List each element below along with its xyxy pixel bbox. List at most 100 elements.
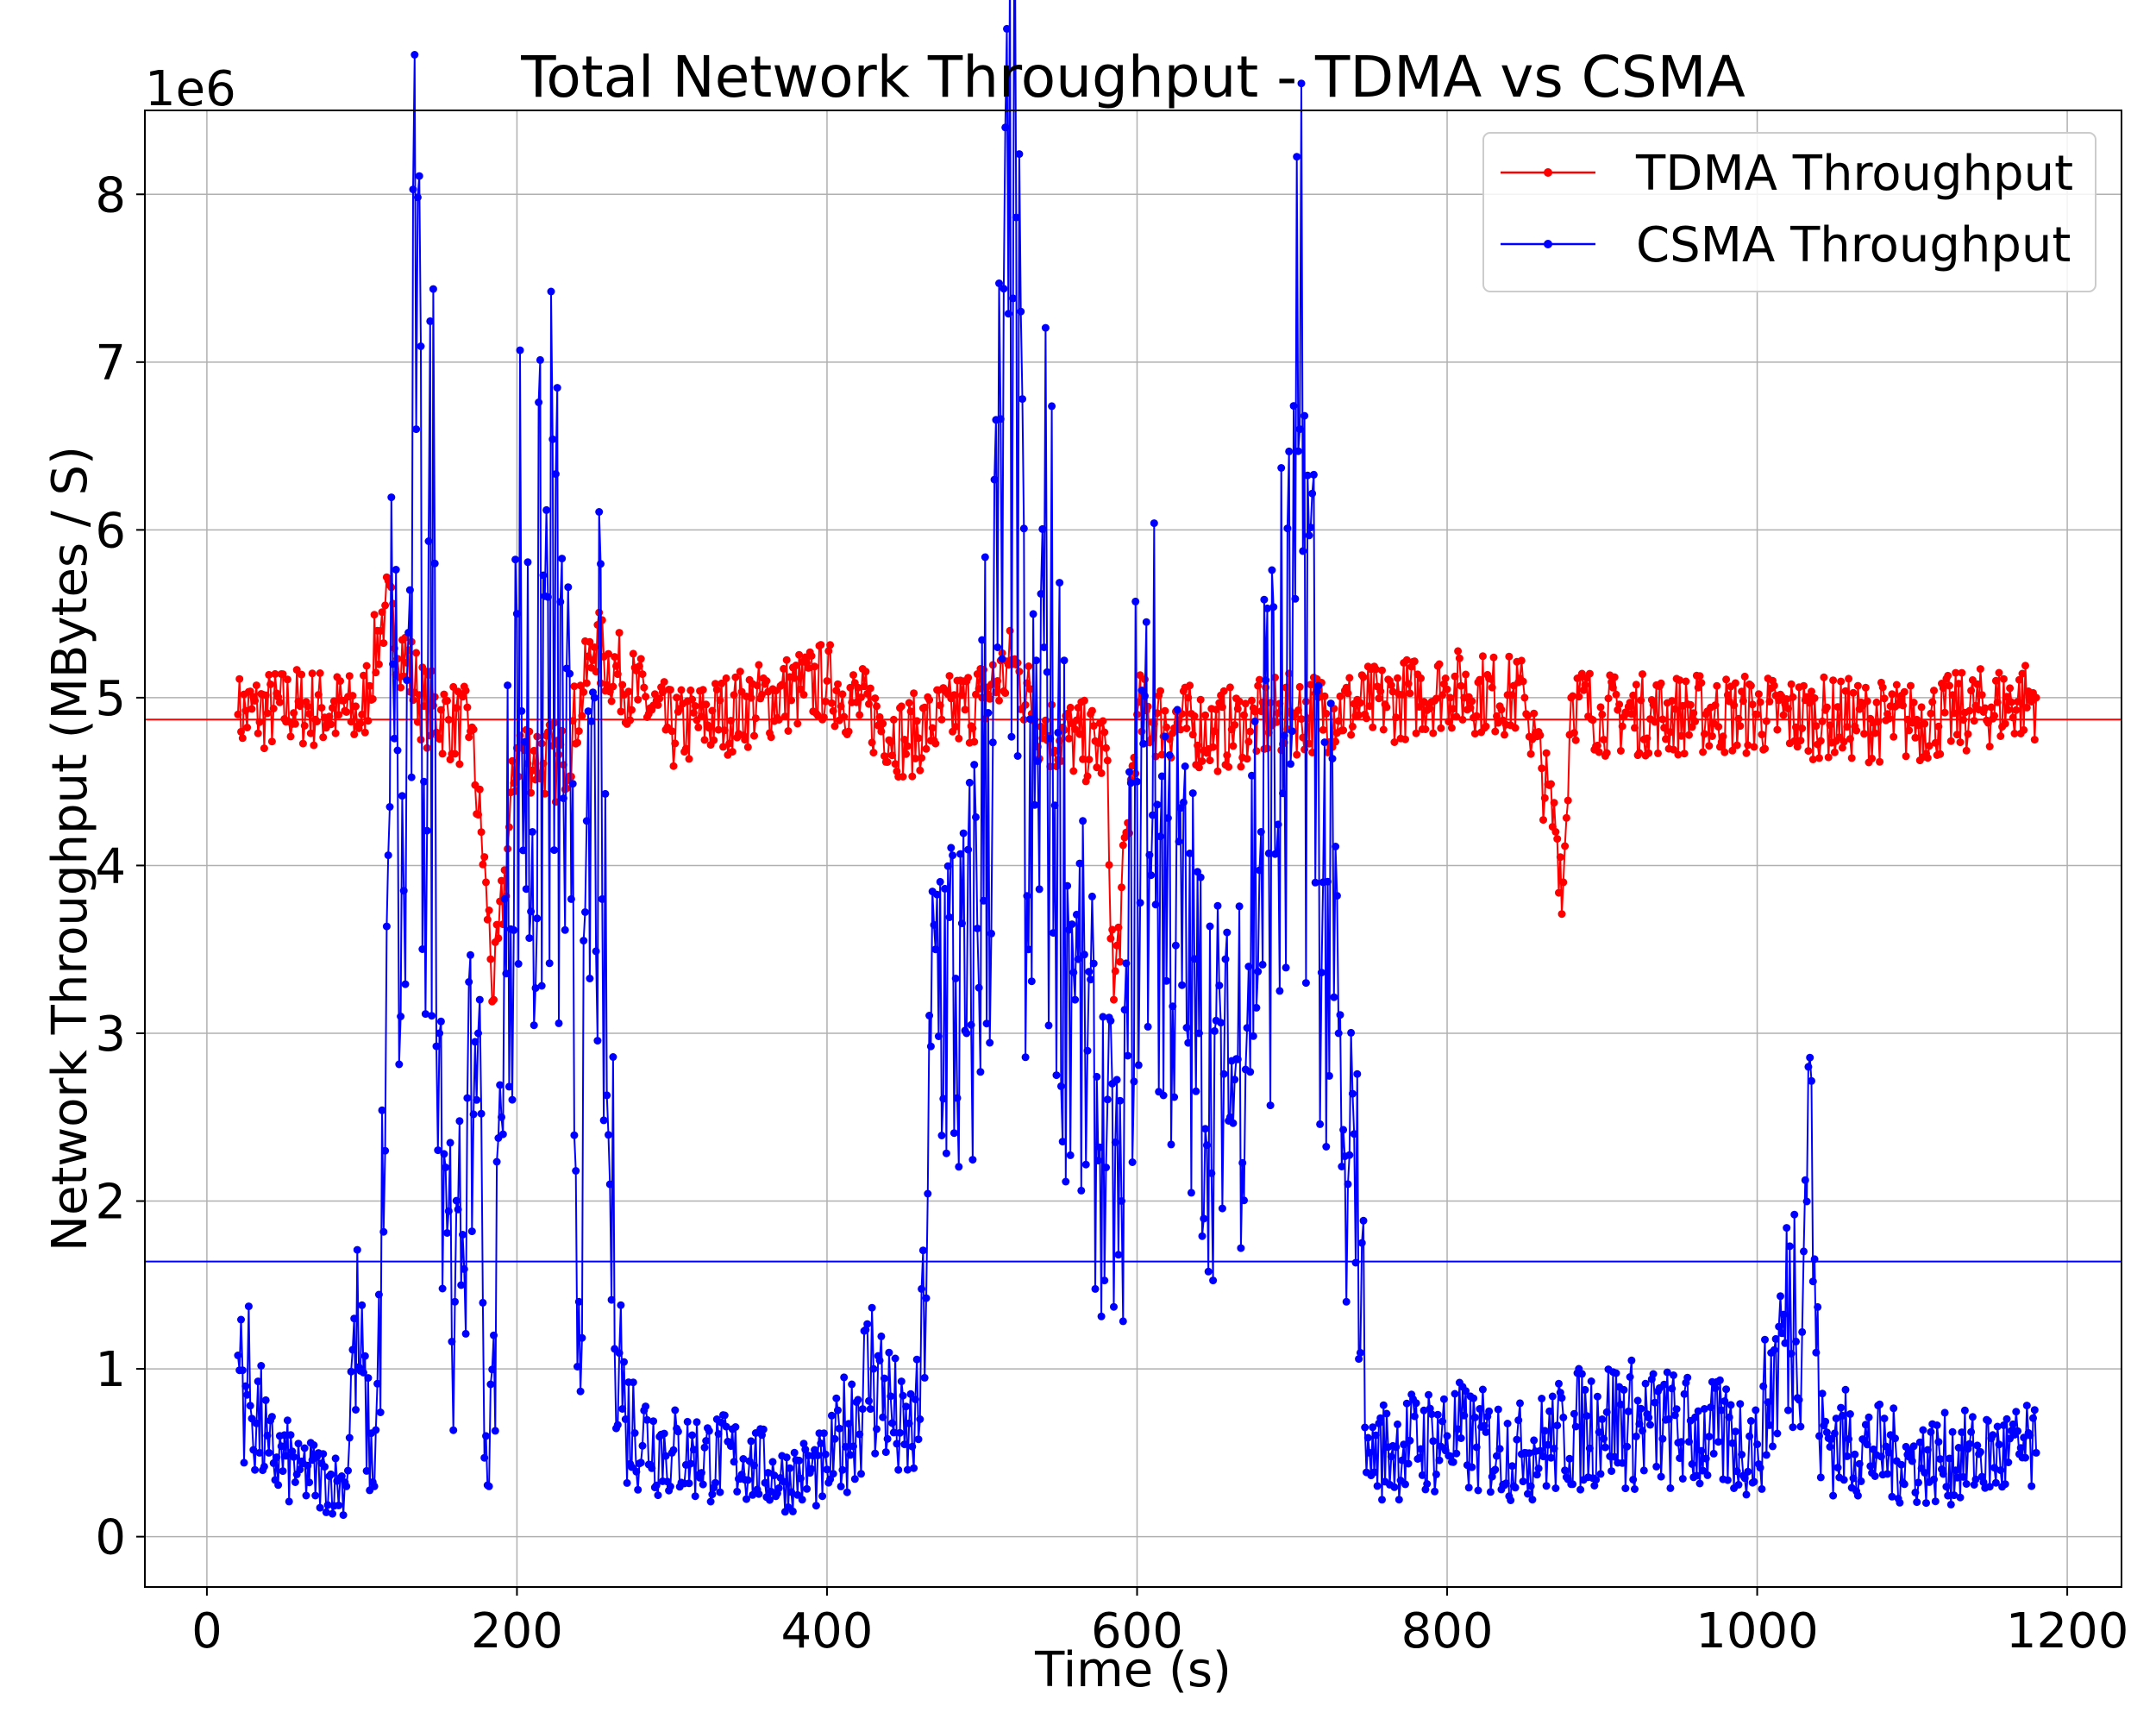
data-point — [846, 1451, 855, 1459]
data-point — [1240, 1196, 1248, 1205]
data-point — [436, 1029, 444, 1038]
data-point — [829, 1470, 837, 1478]
y-tick-label: 4 — [95, 838, 126, 894]
data-point — [1283, 524, 1292, 533]
data-point — [1857, 1477, 1865, 1485]
data-point — [1626, 1373, 1634, 1381]
data-point — [1692, 1471, 1701, 1480]
data-point — [957, 919, 966, 928]
data-point — [1520, 693, 1529, 702]
data-point — [1814, 1302, 1822, 1311]
data-point — [1316, 1120, 1325, 1128]
data-point — [743, 743, 752, 751]
data-point — [1783, 695, 1791, 703]
data-point — [459, 693, 467, 701]
data-point — [1714, 1438, 1723, 1446]
data-point — [1295, 425, 1304, 434]
data-point — [1167, 1140, 1175, 1149]
data-point — [1046, 734, 1055, 743]
data-point — [818, 1492, 827, 1501]
y-tick-label: 0 — [95, 1510, 126, 1566]
data-point — [1853, 1491, 1862, 1500]
data-point — [1449, 705, 1457, 713]
data-point — [486, 1380, 495, 1389]
data-point — [1734, 714, 1743, 723]
data-point — [485, 906, 493, 914]
data-point — [1539, 1452, 1547, 1461]
data-point — [980, 896, 987, 905]
data-point — [1355, 711, 1363, 719]
data-point — [1348, 722, 1357, 731]
data-point — [862, 668, 870, 676]
data-point — [801, 653, 810, 662]
data-point — [2021, 662, 2029, 670]
data-point — [257, 1362, 266, 1370]
data-point — [1952, 731, 1961, 739]
data-point — [1062, 1177, 1070, 1186]
data-point — [1948, 1427, 1957, 1436]
data-point — [1282, 963, 1290, 972]
data-point — [1849, 1474, 1858, 1483]
data-point — [1517, 656, 1526, 665]
data-point — [827, 1411, 836, 1420]
data-point — [1562, 813, 1570, 822]
data-point — [1897, 1460, 1906, 1469]
data-point — [795, 650, 804, 659]
data-point — [1719, 732, 1727, 741]
data-point — [869, 1364, 878, 1373]
data-point — [384, 851, 392, 860]
data-point — [1939, 1470, 1947, 1478]
data-point — [1264, 849, 1273, 857]
data-point — [1125, 768, 1133, 776]
data-point — [1965, 1440, 1974, 1448]
data-point — [635, 662, 643, 670]
data-point — [1305, 531, 1313, 540]
data-point — [902, 750, 911, 758]
data-point — [392, 566, 400, 574]
data-point — [1695, 672, 1704, 681]
data-point — [523, 558, 532, 567]
data-point — [801, 1446, 810, 1454]
data-point — [1832, 1414, 1840, 1423]
data-point — [1739, 697, 1747, 706]
data-point — [926, 1042, 935, 1051]
data-point — [1876, 1400, 1884, 1408]
data-point — [403, 676, 411, 685]
data-point — [413, 718, 422, 726]
data-point — [1087, 975, 1095, 984]
data-point — [782, 656, 791, 664]
data-point — [854, 683, 862, 692]
data-point — [1229, 742, 1238, 750]
data-point — [2020, 725, 2028, 734]
data-point — [316, 1503, 324, 1512]
data-point — [1043, 668, 1051, 676]
data-point — [856, 711, 864, 719]
data-point — [1553, 1421, 1562, 1430]
data-point — [1501, 731, 1508, 739]
data-point — [1513, 1435, 1521, 1444]
data-point — [1601, 1443, 1609, 1452]
data-point — [1833, 703, 1842, 712]
data-point — [1944, 671, 1952, 680]
y-axis-label: Network Throughput (MBytes / S) — [42, 446, 98, 1251]
data-point — [457, 1281, 466, 1289]
data-point — [1116, 957, 1125, 966]
data-point — [1843, 1452, 1852, 1460]
data-point — [832, 1394, 841, 1402]
data-point — [362, 1466, 371, 1475]
data-point — [1361, 1423, 1369, 1432]
data-point — [576, 681, 585, 690]
data-point — [1237, 1244, 1245, 1252]
data-point — [1670, 745, 1677, 754]
data-point — [1888, 690, 1896, 699]
data-point — [700, 736, 709, 744]
data-point — [1322, 1143, 1331, 1151]
data-point — [961, 706, 969, 714]
data-point — [1268, 566, 1276, 574]
data-point — [2010, 730, 2019, 737]
data-point — [1954, 1444, 1963, 1452]
data-point — [290, 709, 298, 718]
data-point — [584, 707, 592, 716]
data-point — [432, 1042, 441, 1051]
data-point — [2014, 698, 2022, 706]
